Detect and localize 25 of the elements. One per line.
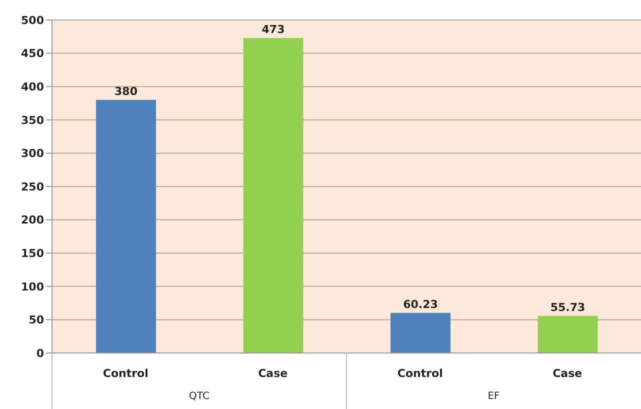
- y-tick-label: 100: [21, 280, 44, 294]
- y-tick-label: 150: [21, 247, 44, 260]
- text: EF: [488, 391, 500, 402]
- y-tick-label: 500: [21, 14, 44, 27]
- y-tick-label: 200: [21, 214, 44, 227]
- x-tick-label: Case: [258, 367, 288, 380]
- x-tick-label: Control: [102, 367, 148, 380]
- y-tick-label: 350: [21, 114, 44, 127]
- y-tick-label: 450: [21, 47, 44, 60]
- bar: [96, 100, 156, 353]
- bar: [243, 38, 304, 353]
- data-label: 55.73: [550, 300, 586, 314]
- y-tick-label: 300: [21, 147, 44, 160]
- bar: [390, 312, 450, 353]
- y-tick-label: 250: [21, 180, 44, 194]
- y-tick-label: 400: [21, 80, 44, 94]
- x-tick-label: Control: [397, 367, 443, 380]
- text: QTC: [189, 391, 210, 402]
- y-tick-label: 0: [36, 346, 44, 360]
- data-label: 380: [114, 84, 138, 98]
- data-label: 473: [262, 22, 285, 36]
- y-tick-label: 50: [28, 314, 44, 327]
- x-tick-label: Case: [552, 367, 582, 380]
- bar: [538, 316, 598, 353]
- data-label: 60.23: [403, 298, 438, 311]
